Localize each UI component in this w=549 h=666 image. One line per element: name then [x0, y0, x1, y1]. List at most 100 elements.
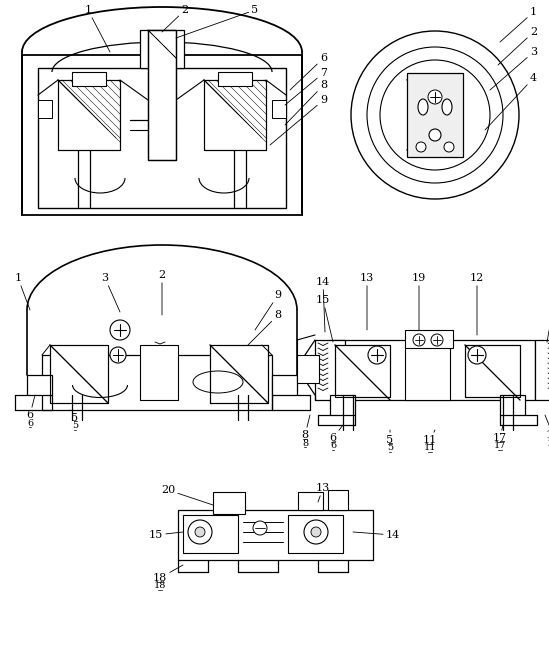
Bar: [298, 492, 323, 510]
Text: 2: 2: [159, 270, 166, 315]
Circle shape: [195, 527, 205, 537]
Bar: [335, 345, 390, 397]
Bar: [210, 345, 268, 403]
Text: 15: 15: [149, 530, 183, 540]
Circle shape: [368, 346, 386, 364]
Text: 12: 12: [470, 273, 484, 335]
Text: 1: 1: [500, 7, 537, 42]
Bar: [183, 515, 238, 553]
Bar: [58, 80, 120, 150]
Circle shape: [431, 334, 443, 346]
Bar: [42, 355, 272, 410]
Circle shape: [351, 31, 519, 199]
Bar: [405, 330, 453, 348]
Bar: [50, 345, 108, 403]
Text: 9: 9: [547, 293, 549, 342]
Text: 17: 17: [493, 425, 507, 443]
Text: 10: 10: [0, 665, 1, 666]
Text: 18: 18: [153, 565, 183, 583]
Text: 6: 6: [26, 395, 35, 420]
Bar: [218, 72, 252, 86]
Text: 5: 5: [72, 422, 78, 430]
Text: 20: 20: [161, 485, 213, 505]
Text: 8: 8: [301, 415, 310, 440]
Bar: [38, 68, 286, 208]
Text: 9: 9: [270, 95, 327, 145]
Text: 8: 8: [248, 310, 282, 345]
Bar: [535, 340, 549, 400]
Bar: [38, 100, 52, 118]
Bar: [148, 30, 176, 160]
Text: 11: 11: [424, 444, 436, 452]
Circle shape: [110, 320, 130, 340]
Bar: [148, 30, 176, 160]
Text: 6: 6: [290, 53, 327, 90]
Text: 8: 8: [302, 438, 308, 448]
Bar: [140, 345, 178, 400]
Bar: [407, 73, 463, 157]
Circle shape: [468, 346, 486, 364]
Text: 9: 9: [255, 290, 282, 330]
Circle shape: [304, 520, 328, 544]
Ellipse shape: [442, 99, 452, 115]
Text: 13: 13: [360, 273, 374, 330]
Text: 6: 6: [330, 442, 336, 450]
Bar: [315, 340, 345, 400]
Bar: [272, 375, 297, 395]
Text: 6: 6: [27, 418, 33, 428]
Circle shape: [413, 334, 425, 346]
Text: 2: 2: [498, 27, 537, 65]
Text: 1: 1: [85, 5, 110, 52]
Text: 6: 6: [329, 425, 343, 443]
Text: 18: 18: [154, 581, 166, 591]
Bar: [328, 490, 348, 510]
Bar: [335, 345, 390, 397]
Bar: [140, 30, 184, 68]
Bar: [27, 375, 52, 395]
Circle shape: [110, 347, 126, 363]
Bar: [465, 345, 520, 397]
Text: 5: 5: [176, 5, 259, 38]
Circle shape: [253, 521, 267, 535]
Text: 1: 1: [14, 273, 30, 310]
Bar: [58, 80, 120, 150]
Text: 2: 2: [162, 5, 188, 32]
Text: 11: 11: [423, 430, 437, 445]
Circle shape: [444, 142, 454, 152]
Bar: [500, 395, 525, 415]
Bar: [330, 340, 535, 400]
Bar: [50, 345, 108, 403]
Text: 3: 3: [490, 47, 537, 90]
Bar: [204, 80, 266, 150]
Bar: [204, 80, 266, 150]
Text: 3: 3: [102, 273, 120, 312]
Bar: [72, 72, 106, 86]
Text: 19: 19: [412, 273, 426, 330]
Text: 5: 5: [387, 444, 393, 452]
Text: 4: 4: [485, 73, 537, 130]
Circle shape: [416, 142, 426, 152]
Bar: [272, 100, 286, 118]
Text: 14: 14: [316, 277, 330, 332]
Text: 16: 16: [547, 438, 549, 448]
Text: 8: 8: [285, 80, 327, 125]
Text: 16: 16: [545, 415, 549, 440]
Text: 5: 5: [70, 410, 79, 423]
Bar: [465, 345, 520, 397]
Bar: [297, 355, 319, 383]
Text: 7: 7: [285, 68, 327, 105]
Circle shape: [311, 527, 321, 537]
Bar: [22, 55, 302, 215]
Bar: [178, 510, 373, 560]
Text: 13: 13: [316, 483, 330, 502]
Text: 15: 15: [316, 295, 333, 342]
Bar: [405, 345, 450, 400]
Circle shape: [429, 129, 441, 141]
Bar: [288, 515, 343, 553]
Bar: [330, 395, 355, 415]
Ellipse shape: [418, 99, 428, 115]
Circle shape: [188, 520, 212, 544]
Text: 14: 14: [353, 530, 400, 540]
Bar: [210, 345, 268, 403]
Text: 5: 5: [386, 430, 394, 445]
